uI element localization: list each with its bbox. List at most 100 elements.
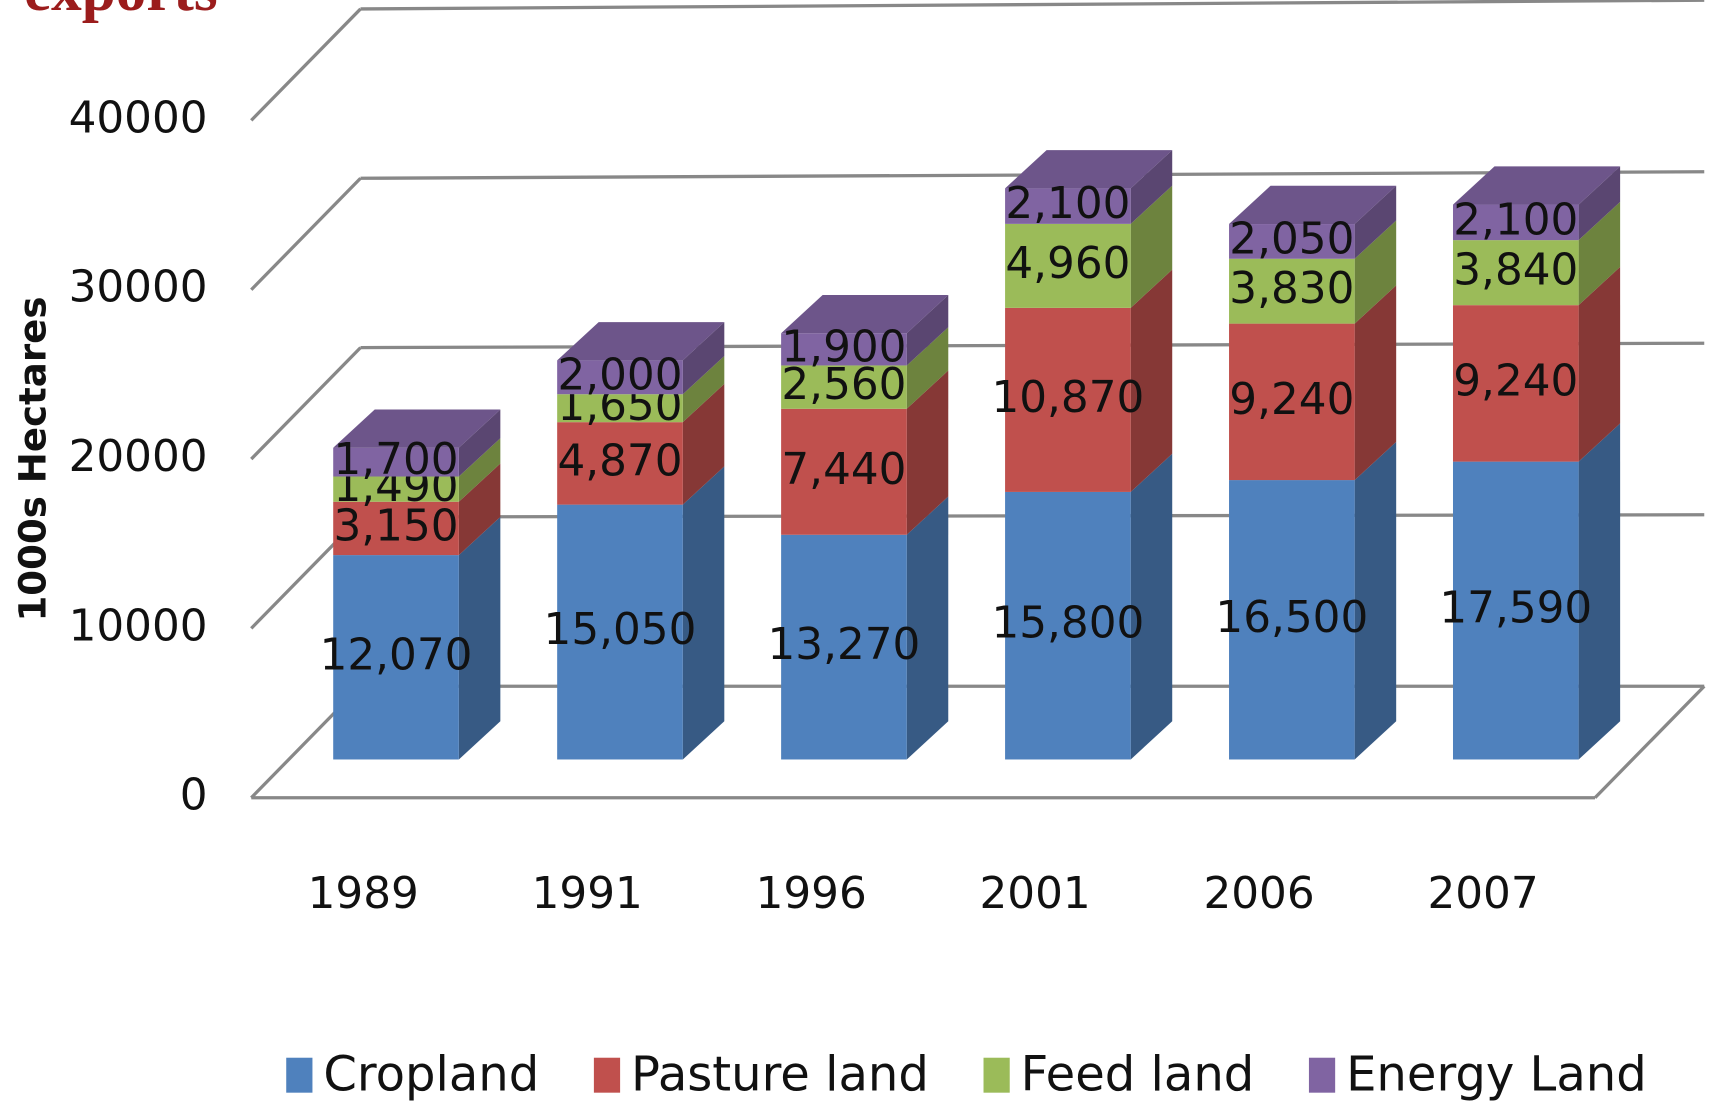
bar-side [682,383,725,505]
value-label: 9,240 [1229,374,1354,425]
value-label: 3,150 [333,500,458,551]
bar [1005,307,1131,492]
x-tick-label: 2001 [980,868,1091,919]
bar [1229,258,1355,324]
bar-side [1578,266,1621,462]
bar-side [458,463,501,556]
bar-side [682,355,725,423]
bar-side [906,295,949,366]
bar-side [1354,185,1397,259]
x-tick-label: 1989 [308,868,419,919]
bar [781,333,907,366]
legend-label: Energy Land [1346,1046,1647,1102]
legend-swatch [983,1057,1010,1093]
y-tick-label: 0 [180,770,208,821]
bar [1005,491,1131,760]
bar [1452,240,1579,306]
bar-top [1452,166,1621,205]
legend-label: Cropland [323,1046,539,1102]
bar-side [1354,220,1397,324]
bar [557,504,683,760]
bar [1452,461,1579,760]
bar-side [1354,441,1397,760]
bar-side [906,496,949,760]
y-tick-label: 10000 [69,600,208,651]
bar [333,501,459,556]
bar-side [1578,166,1621,241]
bar-top [1229,185,1397,225]
bar-side [906,370,949,535]
legend-swatch [593,1057,621,1093]
bar-top [1005,150,1173,189]
bar-top [557,322,725,361]
bar [333,447,459,477]
value-label: 15,800 [991,598,1144,649]
legend-label: Pasture land [631,1046,929,1102]
legend-swatch [1308,1057,1336,1093]
value-label: 4,870 [557,435,682,486]
y-tick-label: 40000 [69,92,208,143]
bar [1005,223,1131,308]
bar-side [682,322,725,395]
bar [1005,188,1131,224]
bar [333,555,459,760]
legend-label: Feed land [1021,1046,1255,1102]
bar-side [1578,201,1621,306]
bar-side [1130,453,1173,760]
bar-side [1578,423,1621,760]
bar [781,365,907,409]
y-axis-title: 1000s Hectares [11,297,54,622]
value-label: 16,500 [1215,592,1368,643]
grid-line [250,346,362,461]
bar [1229,480,1355,760]
value-label: 2,560 [781,359,906,410]
grid-line [360,0,1705,11]
bar-side [458,516,501,760]
bar-side [906,327,949,409]
bar [781,408,907,535]
value-label: 7,440 [781,444,906,495]
value-label: 1,700 [333,434,458,485]
bar-side [1130,185,1173,308]
value-label: 9,240 [1453,355,1578,406]
bar-top [781,295,949,334]
bar-side [458,438,501,502]
x-tick-label: 2007 [1427,868,1538,919]
value-label: 3,830 [1229,263,1354,314]
value-label: 3,840 [1453,245,1578,296]
x-tick-label: 1991 [532,868,643,919]
bar-side [1130,269,1173,492]
bar [557,360,683,395]
value-label: 10,870 [991,372,1144,423]
legend-swatch [286,1057,313,1093]
grid-line [250,7,362,122]
value-label: 15,050 [544,604,697,655]
value-label: 2,100 [1005,178,1130,229]
bar-top [333,409,501,448]
y-tick-label: 20000 [69,431,208,482]
bar [333,476,459,502]
bar [781,534,907,760]
value-label: 4,960 [1005,238,1130,289]
y-tick-label: 30000 [69,262,208,313]
chart-title: exports [24,0,218,24]
x-tick-label: 1996 [756,868,867,919]
bar-side [1130,150,1173,224]
value-label: 13,270 [767,619,920,670]
value-label: 2,000 [557,349,682,400]
bar [1452,305,1579,462]
value-label: 17,590 [1439,583,1592,634]
bar-side [458,409,501,477]
bar [1229,224,1355,259]
bar [1452,204,1579,241]
bar [557,394,683,423]
grid-line [250,177,362,291]
bar [1229,323,1355,481]
value-label: 2,050 [1229,213,1354,264]
value-label: 1,900 [781,321,906,372]
floor-edge [1593,685,1706,799]
x-tick-label: 2006 [1203,868,1314,919]
bar-side [1354,285,1397,481]
